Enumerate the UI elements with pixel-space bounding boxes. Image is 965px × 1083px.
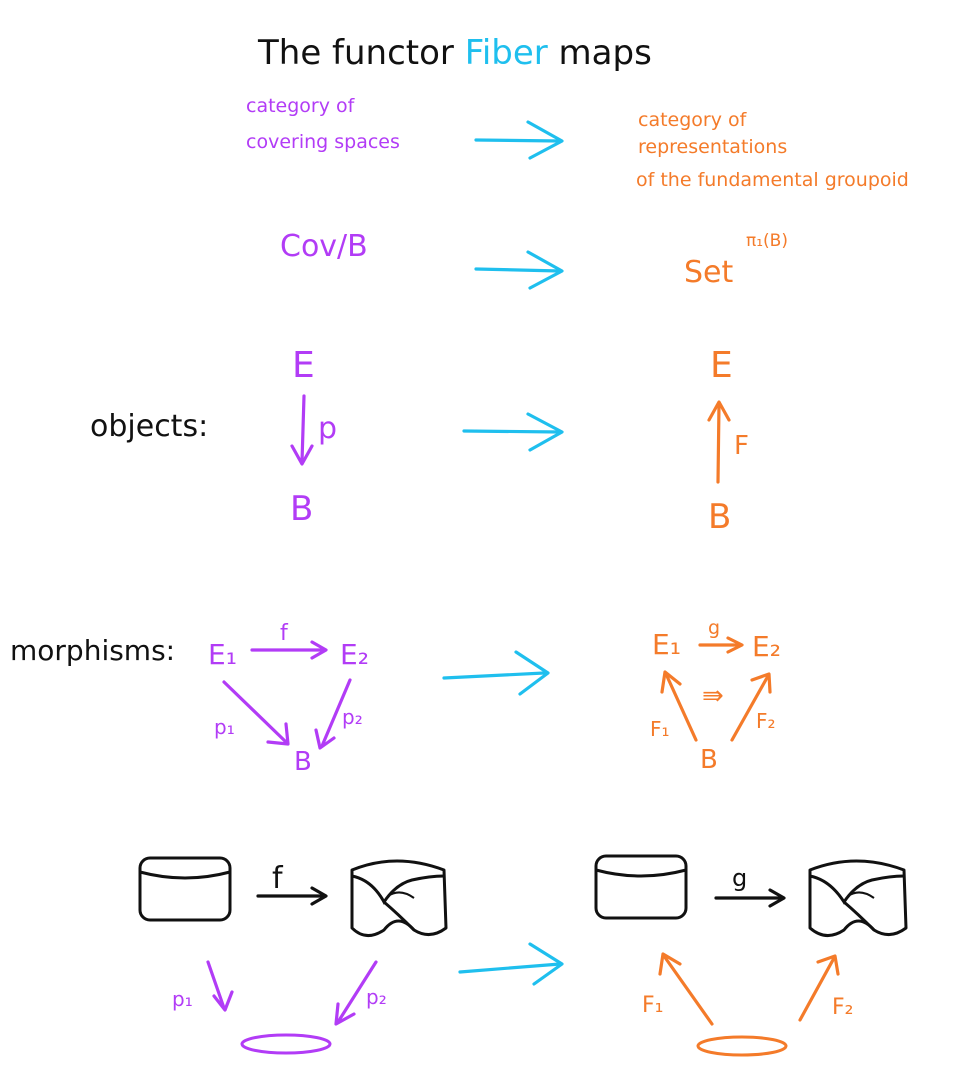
covering-category-line-1: category of — [246, 95, 356, 117]
object-right-fiber-arrow — [707, 400, 731, 484]
title-highlight: Fiber — [465, 33, 548, 73]
cov-b-label: Cov/B — [280, 229, 368, 264]
picture-left-p1-arrow — [206, 960, 234, 1012]
representation-category-line-2: representations — [638, 136, 787, 158]
morphism-left-f: f — [280, 621, 289, 646]
pictures-functor-arrow — [458, 942, 564, 986]
morphism-left-e1: E₁ — [208, 638, 237, 671]
representation-category-line-3: of the fundamental groupoid — [636, 169, 909, 191]
title: The functor Fiber maps — [257, 33, 652, 73]
morphism-right-b: B — [700, 745, 718, 775]
object-left-p: p — [318, 411, 337, 446]
morphism-right-e1: E₁ — [652, 628, 681, 661]
morphism-right-natural-transformation: ⇛ — [702, 681, 724, 711]
picture-left-p2: p₂ — [366, 985, 387, 1009]
morphism-right-f2-arrow — [730, 672, 772, 742]
title-suffix: maps — [548, 33, 652, 73]
covering-category-line-2: covering spaces — [246, 131, 400, 153]
picture-right-f2-arrow — [798, 954, 840, 1022]
object-right-f: F — [734, 431, 749, 461]
object-right-e: E — [710, 345, 733, 386]
morphism-left-e2: E₂ — [340, 638, 369, 671]
set-label: Set — [684, 255, 734, 290]
right-mobius-band-icon — [808, 859, 908, 937]
morphism-left-b: B — [294, 747, 312, 777]
second-functor-arrow — [474, 250, 564, 290]
picture-left-f: f — [272, 861, 284, 896]
left-mobius-band-icon — [350, 859, 448, 937]
morphism-left-p1: p₁ — [214, 715, 235, 739]
picture-left-p1: p₁ — [172, 987, 193, 1011]
morphism-right-e2: E₂ — [752, 630, 781, 663]
object-right-b: B — [708, 497, 731, 537]
morphisms-label: morphisms: — [10, 634, 175, 667]
morphism-right-f2: F₂ — [756, 709, 776, 733]
object-left-b: B — [290, 489, 313, 529]
picture-right-f1: F₁ — [642, 993, 663, 1018]
top-functor-arrow — [474, 120, 564, 160]
left-cylinder-icon — [138, 856, 232, 922]
left-base-circle-icon — [240, 1033, 332, 1055]
representation-category-line-1: category of — [638, 109, 748, 131]
object-left-projection-arrow — [290, 394, 314, 466]
title-prefix: The functor — [257, 33, 465, 73]
right-cylinder-icon — [594, 854, 688, 920]
morphism-right-g-arrow — [698, 636, 744, 654]
objects-functor-arrow — [462, 412, 564, 452]
object-left-e: E — [292, 345, 315, 386]
right-base-circle-icon — [696, 1035, 788, 1057]
morphism-right-f1: F₁ — [650, 717, 670, 741]
fundamental-groupoid-exponent: π₁(B) — [746, 231, 788, 251]
objects-label: objects: — [90, 409, 208, 444]
left-map-f-arrow — [256, 886, 328, 906]
picture-right-g: g — [732, 864, 747, 892]
morphism-right-f1-arrow — [660, 670, 698, 742]
morphism-right-g: g — [708, 617, 720, 639]
morphisms-functor-arrow — [442, 650, 550, 696]
picture-right-f1-arrow — [658, 952, 714, 1026]
morphism-left-f-arrow — [250, 640, 328, 660]
right-map-g-arrow — [714, 888, 786, 908]
morphism-left-p1-arrow — [222, 680, 290, 746]
picture-right-f2: F₂ — [832, 995, 853, 1020]
picture-left-p2-arrow — [334, 960, 378, 1026]
morphism-left-p2-arrow — [314, 678, 352, 750]
morphism-left-p2: p₂ — [342, 705, 363, 729]
